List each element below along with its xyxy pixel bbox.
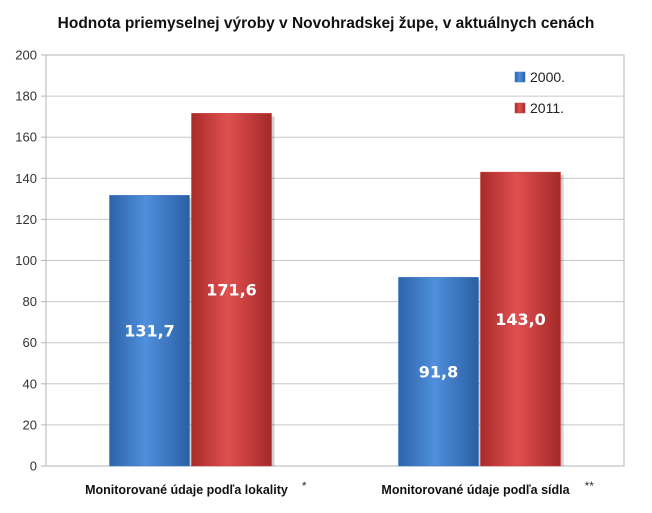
data-label: 91,8: [419, 363, 458, 382]
y-tick-label: 0: [30, 459, 37, 474]
y-tick-label: 200: [15, 48, 37, 63]
y-tick-label: 140: [15, 171, 37, 186]
x-category-label: Monitorované údaje podľa lokality: [85, 483, 288, 497]
legend-swatch: [514, 71, 526, 83]
x-category-note: *: [302, 479, 307, 493]
data-label: 171,6: [206, 281, 257, 300]
data-label: 131,7: [124, 322, 175, 341]
legend-label: 2011.: [530, 100, 564, 116]
y-tick-label: 20: [23, 417, 37, 432]
legend-swatch: [514, 102, 526, 114]
y-tick-label: 180: [15, 89, 37, 104]
x-category-note: **: [585, 479, 595, 493]
x-category-label: Monitorované údaje podľa sídla: [381, 483, 570, 497]
chart-title: Hodnota priemyselnej výroby v Novohradsk…: [57, 15, 595, 32]
x-axis-labels: Monitorované údaje podľa lokality Monitor…: [85, 479, 594, 497]
bar: [480, 171, 561, 467]
bar: [398, 277, 479, 467]
bar: [191, 113, 272, 467]
bar: [109, 195, 190, 467]
data-labels: 131,7 171,6 91,8 143,0: [124, 281, 546, 382]
y-axis-ticks: 0 20 40 60 80 100 120 140 160 180 200: [15, 48, 46, 474]
legend: 2000. 2011.: [514, 69, 565, 116]
y-tick-label: 80: [23, 294, 37, 309]
y-tick-label: 60: [23, 335, 37, 350]
data-label: 143,0: [495, 310, 546, 329]
y-tick-label: 120: [15, 212, 37, 227]
y-tick-label: 40: [23, 376, 37, 391]
bars: [109, 113, 564, 467]
y-tick-label: 160: [15, 130, 37, 145]
y-tick-label: 100: [15, 253, 37, 268]
legend-label: 2000.: [530, 69, 565, 85]
